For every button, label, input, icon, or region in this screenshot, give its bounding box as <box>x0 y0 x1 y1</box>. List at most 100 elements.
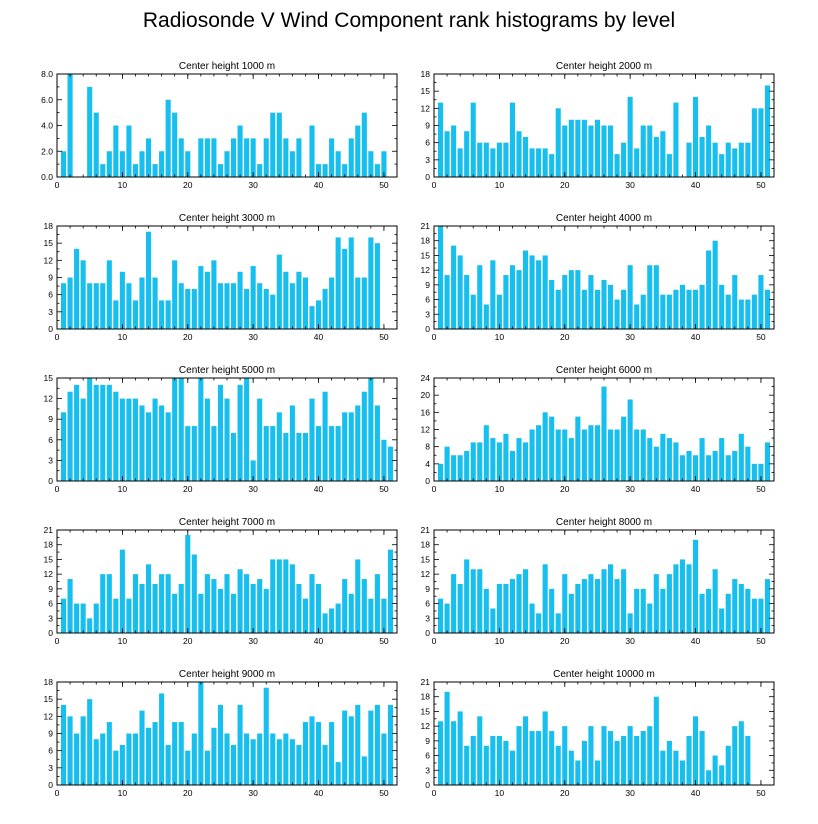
x-tick-label: 30 <box>248 332 258 342</box>
bar <box>139 583 145 633</box>
bar <box>542 412 548 481</box>
bar <box>706 588 712 633</box>
bar <box>93 739 99 785</box>
bar <box>634 588 640 633</box>
bar <box>764 442 771 482</box>
bar <box>751 108 757 177</box>
y-tick-label: 12 <box>421 265 431 275</box>
bar <box>87 378 93 481</box>
x-tick-label: 10 <box>118 484 128 494</box>
bar <box>152 398 158 481</box>
x-tick-label: 50 <box>379 332 389 342</box>
x-tick-label: 40 <box>314 788 324 798</box>
bar <box>315 722 322 785</box>
bar <box>614 429 620 481</box>
bar <box>444 603 450 633</box>
y-tick-label: 12 <box>421 569 431 579</box>
y-tick-label: 9 <box>425 280 430 290</box>
bar <box>477 569 483 633</box>
bar <box>145 564 152 633</box>
bar <box>634 429 640 481</box>
bar <box>296 432 302 481</box>
bar <box>67 74 73 177</box>
y-tick-label: 6 <box>425 138 430 148</box>
y-tick-label: 12 <box>421 425 431 435</box>
panels: Center height 1000 m0 10 20 30 40 500.02.04.0… <box>41 61 775 798</box>
x-tick-label: 0 <box>432 484 437 494</box>
bar <box>67 391 73 481</box>
x-tick-label: 50 <box>756 332 766 342</box>
bar <box>686 564 692 633</box>
bar <box>106 574 112 633</box>
bar <box>100 283 106 329</box>
bar <box>237 704 243 785</box>
bar <box>522 716 529 785</box>
bar <box>289 405 295 481</box>
y-tick-label: 15 <box>421 250 431 260</box>
bar <box>503 275 509 329</box>
bar <box>374 164 380 178</box>
bar <box>555 745 561 785</box>
bar <box>601 726 607 785</box>
bar <box>594 579 601 633</box>
bar <box>309 306 315 329</box>
y-tick-label: 9 <box>425 121 430 131</box>
bar <box>490 438 496 481</box>
bar <box>470 294 476 329</box>
bar <box>751 294 757 329</box>
bar <box>230 744 237 785</box>
bar <box>93 603 99 633</box>
bar <box>607 564 614 633</box>
bar <box>529 603 535 633</box>
bar <box>712 142 718 177</box>
bar <box>348 593 354 633</box>
x-tick-label: 0 <box>55 788 60 798</box>
bar <box>516 438 522 481</box>
bar <box>230 593 237 633</box>
bar <box>355 704 361 785</box>
y-tick-label: 4.0 <box>41 121 53 131</box>
bar <box>692 455 699 481</box>
x-tick-label: 30 <box>625 332 635 342</box>
bar <box>132 398 139 481</box>
bar <box>509 750 516 785</box>
bar <box>588 125 594 177</box>
bar <box>165 99 171 177</box>
bar <box>276 254 282 329</box>
y-tick-label: 15 <box>44 694 54 704</box>
x-tick-label: 40 <box>314 484 324 494</box>
bar <box>575 119 581 177</box>
x-tick-label: 0 <box>432 332 437 342</box>
y-tick-label: 9 <box>48 414 53 424</box>
bar <box>732 579 738 633</box>
bar <box>503 433 509 481</box>
bar <box>198 138 204 178</box>
bar <box>503 142 509 177</box>
bar <box>322 613 328 633</box>
chart-panel: Center height 5000 m 0 10 20 30 40 50 0 3 6 9 12 15 <box>44 365 398 494</box>
bar <box>126 125 132 177</box>
bar <box>627 613 633 633</box>
bar <box>464 131 470 177</box>
bar <box>178 138 184 178</box>
bar <box>640 294 646 329</box>
bar <box>483 588 489 633</box>
x-tick-label: 0 <box>55 332 60 342</box>
bar <box>706 770 712 785</box>
y-tick-label: 6 <box>425 599 430 609</box>
bar <box>679 559 686 633</box>
bar <box>647 265 653 329</box>
bar <box>276 739 282 785</box>
bar <box>74 733 80 785</box>
bar <box>745 142 751 177</box>
bar <box>719 154 725 177</box>
bar <box>244 733 250 785</box>
bar <box>165 744 171 785</box>
bar <box>647 726 653 785</box>
bar <box>113 750 119 785</box>
bar <box>74 248 80 329</box>
y-tick-label: 9 <box>48 584 53 594</box>
bar <box>172 112 178 178</box>
bar <box>653 136 659 177</box>
bar <box>93 384 99 481</box>
